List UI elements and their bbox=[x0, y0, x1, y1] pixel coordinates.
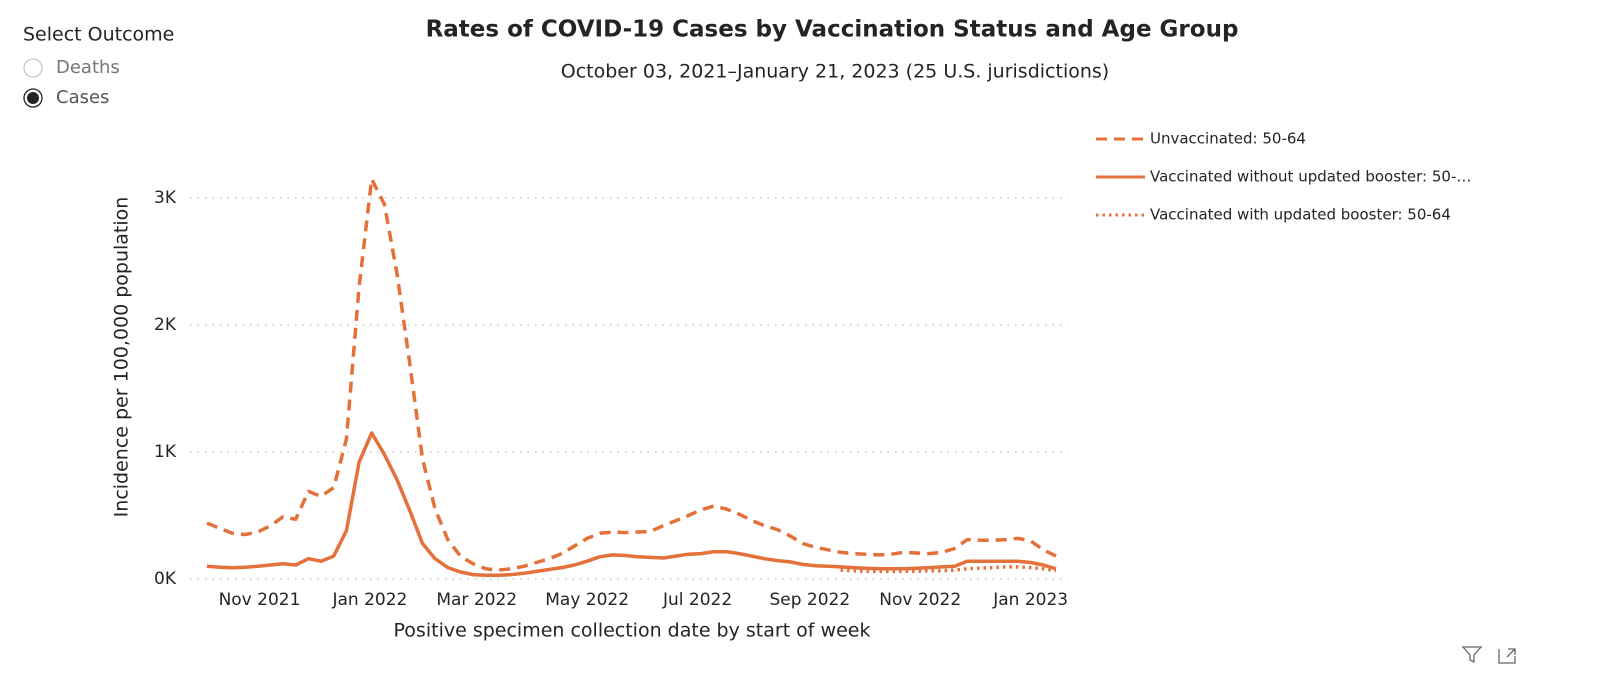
y-tick-label: 2K bbox=[154, 315, 177, 335]
radio-label[interactable]: Cases bbox=[56, 87, 109, 108]
radio-dot bbox=[27, 92, 39, 104]
legend-item[interactable]: Vaccinated with updated booster: 50-64 bbox=[1096, 206, 1451, 224]
series-line bbox=[206, 177, 1057, 572]
selector-title: Select Outcome bbox=[23, 24, 174, 46]
x-tick-label: Sep 2022 bbox=[769, 590, 850, 610]
x-tick-label: Jan 2022 bbox=[331, 590, 407, 610]
x-tick-label: Nov 2022 bbox=[879, 590, 961, 610]
focus-mode-icon[interactable] bbox=[1498, 648, 1516, 664]
outcome-options: Deaths Cases bbox=[23, 57, 120, 108]
x-tick-label: Mar 2022 bbox=[436, 590, 517, 610]
chart-subtitle: October 03, 2021–January 21, 2023 (25 U.… bbox=[561, 61, 1109, 83]
plot-area: 0K 1K 2K 3K Nov 2021 Jan 2022 Mar 2022 May 2022… bbox=[154, 130, 1471, 611]
legend-label: Vaccinated with updated booster: 50-64 bbox=[1150, 206, 1451, 224]
legend-label: Unvaccinated: 50-64 bbox=[1150, 130, 1306, 148]
y-axis-label: Incidence per 100,000 population bbox=[111, 197, 133, 518]
y-tick-label: 0K bbox=[154, 569, 177, 589]
filter-icon[interactable] bbox=[1461, 646, 1483, 664]
x-tick-label: Jul 2022 bbox=[662, 590, 732, 610]
y-tick-label: 3K bbox=[154, 188, 177, 208]
y-tick-label: 1K bbox=[154, 442, 177, 462]
radio-option[interactable]: Cases bbox=[23, 87, 109, 108]
radio-label[interactable]: Deaths bbox=[56, 57, 120, 78]
chart-title: Rates of COVID-19 Cases by Vaccination S… bbox=[426, 17, 1239, 43]
legend-label: Vaccinated without updated booster: 50-… bbox=[1150, 168, 1471, 186]
radio-option[interactable]: Deaths bbox=[23, 57, 120, 78]
series-line bbox=[206, 431, 1057, 577]
radio-button[interactable] bbox=[23, 58, 43, 78]
legend-item[interactable]: Unvaccinated: 50-64 bbox=[1096, 130, 1306, 148]
x-tick-label: Jan 2023 bbox=[992, 590, 1068, 610]
x-axis-label: Positive specimen collection date by sta… bbox=[394, 620, 871, 642]
legend-item[interactable]: Vaccinated without updated booster: 50-… bbox=[1096, 168, 1471, 186]
x-tick-label: May 2022 bbox=[545, 590, 629, 610]
x-tick-label: Nov 2021 bbox=[219, 590, 301, 610]
